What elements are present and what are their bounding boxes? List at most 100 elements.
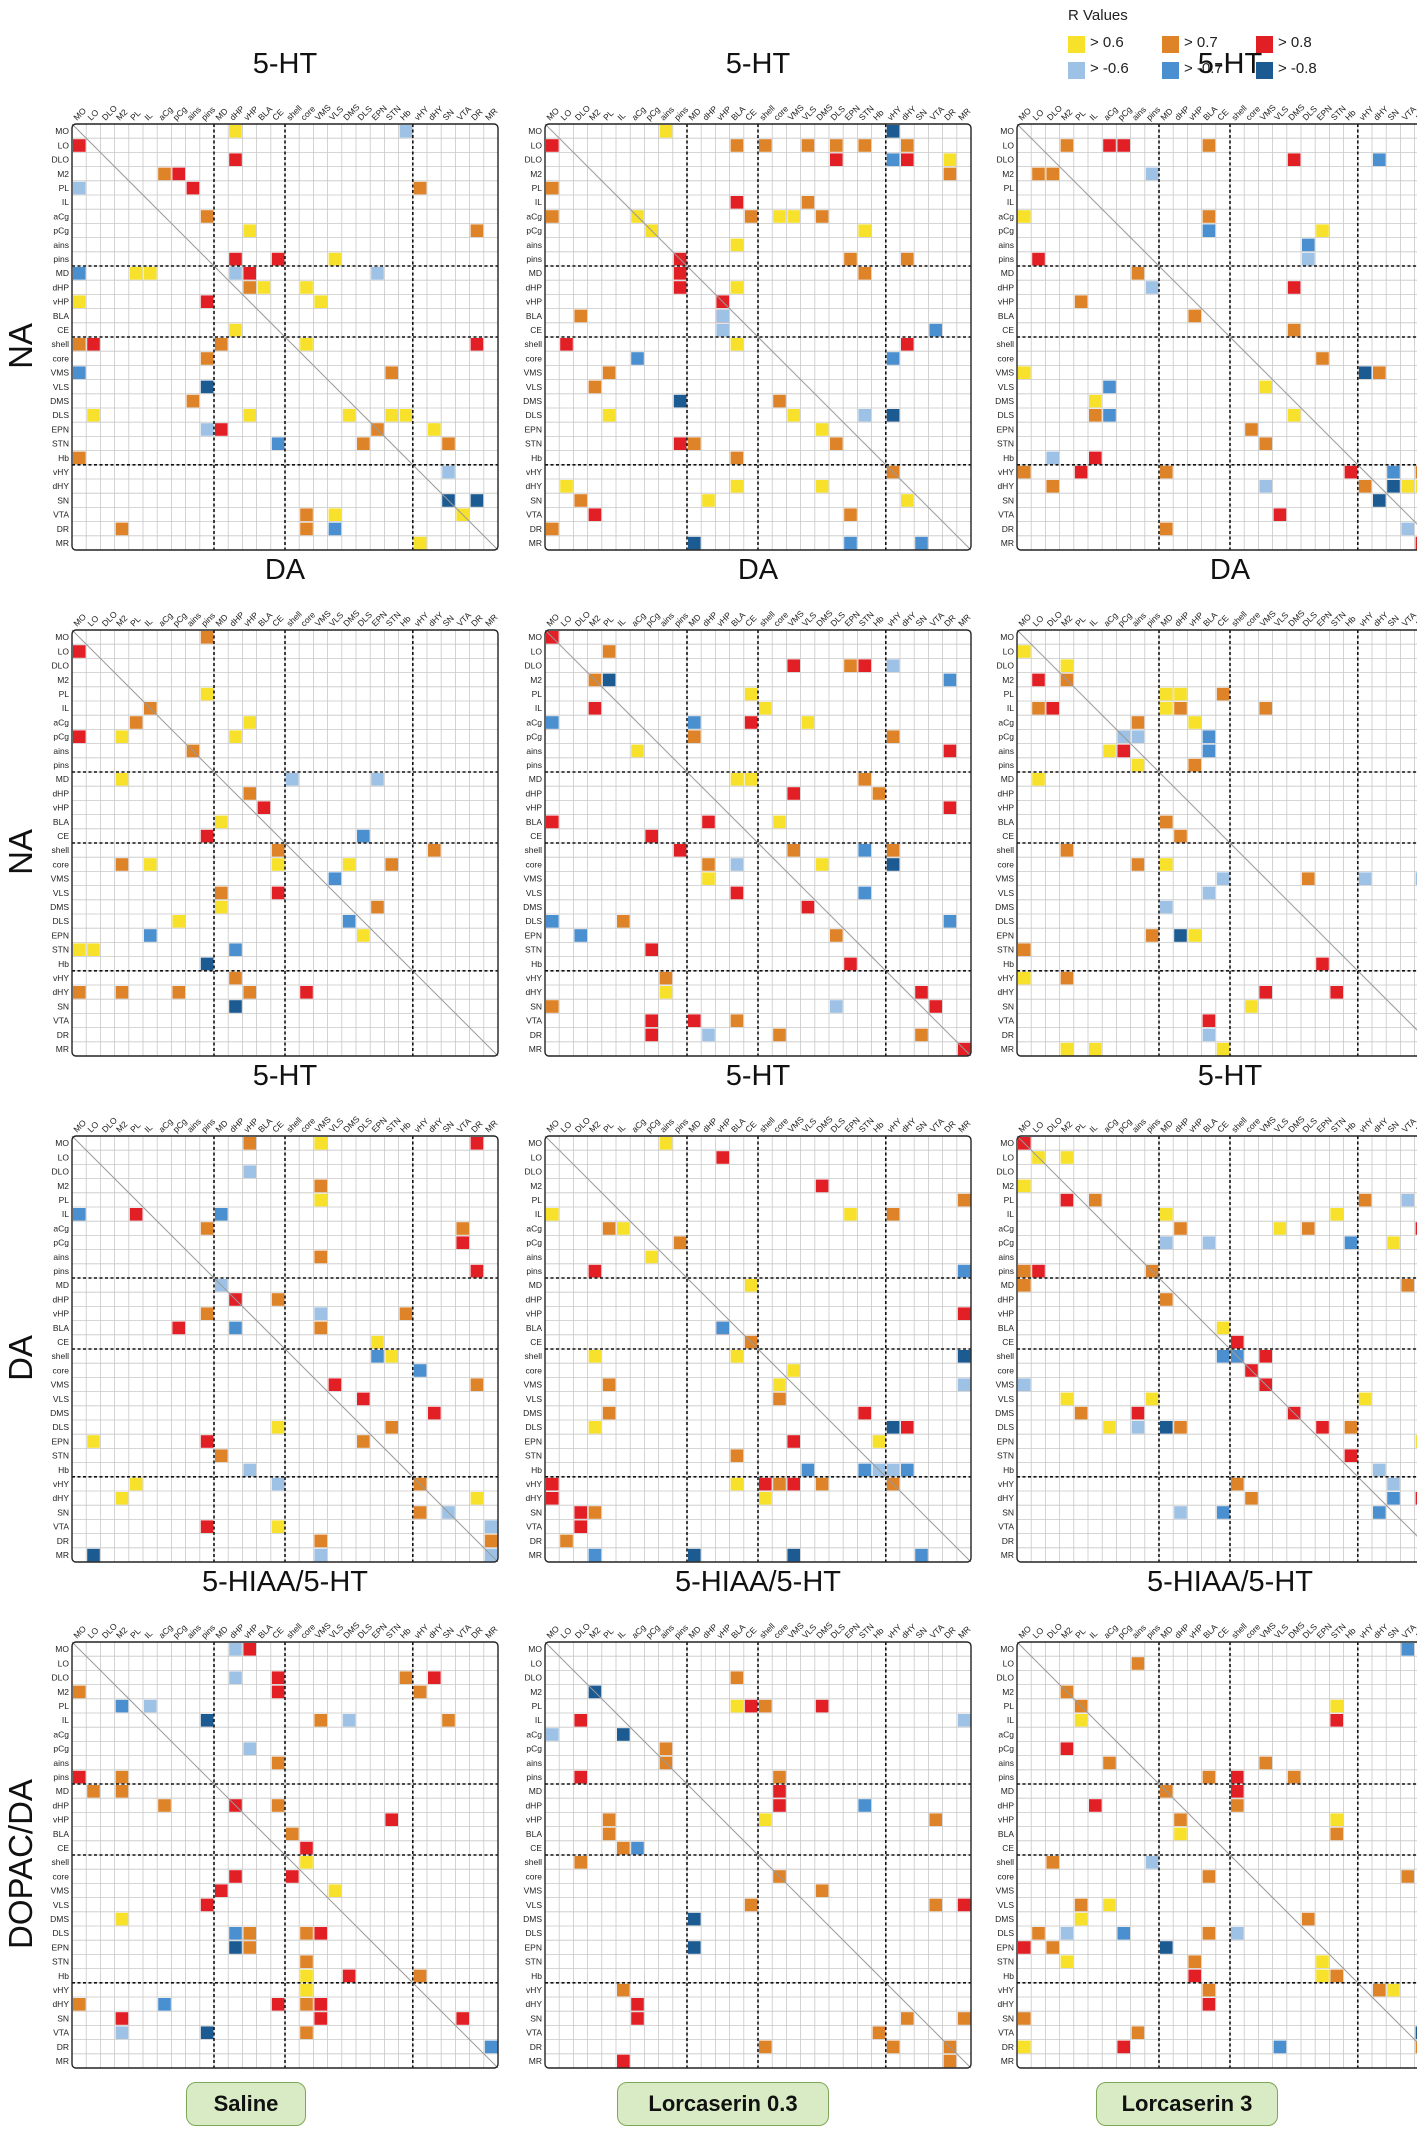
row-tick-label: pins <box>526 254 542 264</box>
row-tick-label: MD <box>1001 1786 1014 1796</box>
correlation-cell <box>773 1799 786 1812</box>
correlation-cell <box>730 1014 744 1027</box>
condition-button-lorcaserin-0-3[interactable]: Lorcaserin 0.3 <box>617 2082 829 2126</box>
row-tick-label: pCg <box>53 226 69 236</box>
row-tick-label: pins <box>998 254 1014 264</box>
row-tick-label: DLS <box>997 1928 1014 1938</box>
correlation-cell <box>1316 352 1329 365</box>
correlation-cell <box>844 508 857 521</box>
correlation-cell <box>886 1463 900 1477</box>
correlation-cell <box>1117 139 1130 152</box>
row-tick-label: dHY <box>525 1493 542 1503</box>
correlation-cell <box>1174 687 1187 701</box>
correlation-cell <box>915 1028 928 1042</box>
correlation-cell <box>200 210 214 223</box>
correlation-cell <box>574 1520 587 1533</box>
condition-button-saline[interactable]: Saline <box>186 2082 306 2126</box>
correlation-cell <box>574 1714 587 1727</box>
correlation-cell <box>115 858 129 871</box>
diagonal-line <box>544 123 972 551</box>
panel-title: 5-HT <box>725 1060 791 1092</box>
correlation-cell <box>1160 858 1173 871</box>
correlation-cell <box>286 1827 299 1841</box>
row-tick-label: MR <box>529 538 542 548</box>
correlation-cell <box>787 409 800 422</box>
legend-swatch-r <box>1256 36 1273 53</box>
correlation-cell <box>200 295 214 308</box>
correlation-cell <box>1145 167 1159 181</box>
row-tick-label: STN <box>525 945 542 955</box>
row-tick-label: DLO <box>525 1673 543 1683</box>
row-tick-label: dHY <box>525 1999 542 2009</box>
correlation-cell <box>1060 1927 1074 1940</box>
correlation-cell <box>1131 1421 1145 1434</box>
row-tick-label: DLO <box>525 661 543 671</box>
correlation-cell <box>1373 1506 1386 1519</box>
correlation-cell <box>858 1406 871 1420</box>
correlation-cell <box>1415 465 1417 479</box>
row-tick-label: VLS <box>53 888 69 898</box>
legend-swatch-l <box>1068 62 1085 79</box>
correlation-cell <box>215 423 228 436</box>
correlation-cell <box>631 1998 644 2011</box>
correlation-cell <box>1188 1955 1201 1968</box>
correlation-cell <box>943 744 957 758</box>
correlation-cell <box>673 394 687 408</box>
row-tick-label: LO <box>1003 140 1015 150</box>
correlation-cell <box>300 1927 313 1940</box>
correlation-cell <box>200 352 214 365</box>
row-tick-label: STN <box>997 1957 1014 1967</box>
correlation-cell <box>1373 1463 1386 1477</box>
correlation-cell <box>943 153 957 166</box>
row-tick-label: CE <box>1002 325 1014 335</box>
correlation-cell <box>1302 1222 1315 1235</box>
correlation-cell <box>645 1250 658 1264</box>
correlation-cell <box>844 536 857 550</box>
row-tick-label: PL <box>59 183 70 193</box>
row-tick-label: VMS <box>51 368 70 378</box>
row-tick-label: dHP <box>997 788 1014 798</box>
correlation-cell <box>300 1841 313 1855</box>
correlation-cell <box>801 900 815 914</box>
correlation-cell <box>1358 872 1372 885</box>
row-tick-label: SN <box>1002 1507 1014 1517</box>
column-tick-label: LO <box>86 107 101 122</box>
correlation-cell <box>1330 1714 1343 1727</box>
correlation-cell <box>328 252 342 266</box>
correlation-cell <box>602 1222 616 1235</box>
row-tick-label: VMS <box>996 874 1015 884</box>
correlation-cell <box>243 224 256 237</box>
row-tick-label: MR <box>529 2056 542 2066</box>
correlation-cell <box>858 409 871 422</box>
correlation-cell <box>200 631 214 644</box>
correlation-cell <box>1415 1222 1417 1235</box>
row-tick-label: STN <box>52 1451 69 1461</box>
correlation-cell <box>1131 730 1145 743</box>
correlation-cell <box>399 1671 413 1684</box>
matrix-panel-11: MOMOLOLODLODLOM2M2PLPLILILaCgaCgpCgpCgai… <box>995 1620 1417 2069</box>
row-tick-label: dHY <box>52 1999 69 2009</box>
correlation-cell <box>673 844 687 857</box>
row-tick-label: vHY <box>526 973 542 983</box>
row-tick-label: M2 <box>57 1687 69 1697</box>
correlation-cell <box>1046 1856 1059 1869</box>
correlation-cell <box>1032 252 1045 266</box>
row-tick-label: MO <box>528 1644 542 1654</box>
column-tick-label: IL <box>142 110 154 122</box>
row-tick-label: CE <box>57 1843 69 1853</box>
correlation-cell <box>815 480 829 493</box>
column-tick-label: LO <box>1031 107 1046 122</box>
column-tick-label: MR <box>483 1624 499 1640</box>
condition-button-lorcaserin-3[interactable]: Lorcaserin 3 <box>1096 2082 1278 2126</box>
correlation-cell <box>617 915 630 928</box>
row-tick-label: MO <box>1000 126 1014 136</box>
correlation-cell <box>1032 1264 1045 1278</box>
diagonal-line <box>71 123 499 551</box>
correlation-cell <box>286 773 299 786</box>
correlation-cell <box>87 338 100 351</box>
correlation-cell <box>1387 1477 1400 1491</box>
correlation-cell <box>602 409 616 422</box>
matrix-frame <box>71 123 499 551</box>
column-tick-label: IL <box>142 1628 154 1640</box>
correlation-cell <box>73 730 86 743</box>
